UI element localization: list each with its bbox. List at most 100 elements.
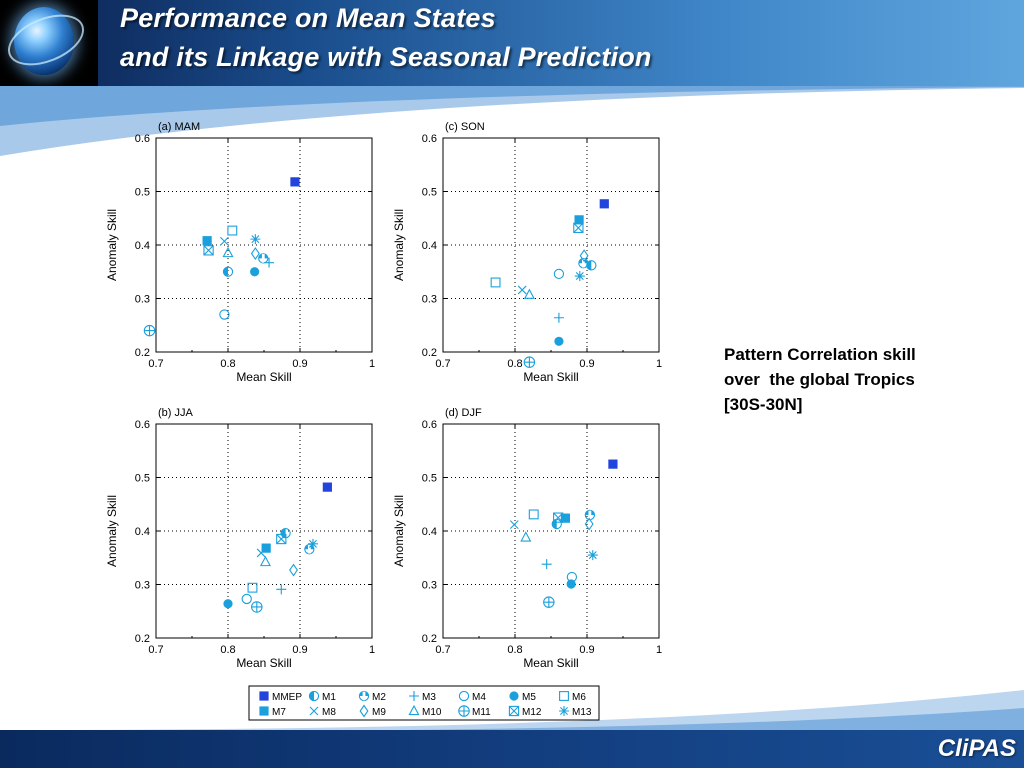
data-point-m11 <box>251 601 263 613</box>
data-point-m3 <box>264 257 275 268</box>
y-tick-label: 0.4 <box>422 240 437 252</box>
legend-label-m6: M6 <box>572 692 586 703</box>
legend-frame <box>248 685 600 721</box>
data-point-m5 <box>223 599 233 609</box>
y-tick-label: 0.6 <box>422 419 437 431</box>
x-tick-label: 0.9 <box>579 644 594 656</box>
legend-marker-m12 <box>508 705 520 717</box>
data-point-m11 <box>143 324 156 337</box>
y-tick-label: 0.5 <box>135 187 150 199</box>
data-point-m13 <box>307 538 318 549</box>
legend-marker-m13 <box>559 706 569 716</box>
panel-mam: 0.7 0.8 0.9 1 0.2 0.3 0.4 0.5 0.6 (a) MAM Mean Ski… <box>105 121 375 384</box>
data-point-m13 <box>574 271 585 282</box>
caption-line2: over the global Tropics <box>724 370 915 389</box>
y-axis-label: Anomaly Skill <box>392 209 406 281</box>
legend-label-m9: M9 <box>372 707 386 718</box>
legend-label-m3: M3 <box>422 692 436 703</box>
y-tick-label: 0.3 <box>422 580 437 592</box>
data-point-m6 <box>528 509 539 520</box>
data-point-m3 <box>541 559 552 570</box>
legend-marker-m6 <box>559 691 569 701</box>
data-point-mmep <box>290 177 300 187</box>
legend-marker-m5 <box>509 691 519 701</box>
caption-line3: [30S-30N] <box>724 395 803 414</box>
data-point-m2 <box>584 509 596 521</box>
data-point-m12 <box>573 222 584 234</box>
legend: MMEP M1 M2 M3 M4 M5 M6 M7 M8 M9 M10 M11 M12 M13 <box>248 685 600 721</box>
slide-title-line1: Performance on Mean States <box>120 3 496 33</box>
data-point-m7 <box>261 543 271 553</box>
x-tick-label: 0.7 <box>148 358 163 370</box>
data-point-m6 <box>490 277 501 288</box>
x-tick-label: 0.8 <box>220 358 235 370</box>
y-tick-label: 0.4 <box>135 526 150 538</box>
slide-footer: CliPAS <box>0 730 1024 768</box>
data-point-m10 <box>523 288 535 299</box>
y-tick-label: 0.5 <box>422 187 437 199</box>
data-point-m3 <box>276 584 287 595</box>
y-tick-label: 0.3 <box>422 294 437 306</box>
data-point-m7 <box>560 513 570 523</box>
y-tick-label: 0.2 <box>422 347 437 359</box>
legend-marker-m7 <box>259 706 269 716</box>
data-point-m2 <box>258 253 269 264</box>
data-point-m4 <box>553 268 565 280</box>
data-point-m8 <box>517 285 527 295</box>
panel-title: (a) MAM <box>158 121 200 133</box>
data-point-m6 <box>227 225 238 236</box>
y-tick-label: 0.5 <box>422 473 437 485</box>
legend-label-m4: M4 <box>472 692 486 703</box>
x-axis-label: Mean Skill <box>523 656 578 670</box>
caption-text: Pattern Correlation skill over the globa… <box>724 342 1004 417</box>
clipas-logo: CliPAS <box>937 735 1016 762</box>
data-point-m13 <box>250 234 261 245</box>
data-point-m1 <box>222 266 234 277</box>
slide-title-line2: and its Linkage with Seasonal Prediction <box>120 42 652 72</box>
legend-marker-m10 <box>408 704 420 716</box>
data-point-m5 <box>250 267 260 277</box>
globe-icon <box>14 7 74 75</box>
data-point-m12 <box>553 512 564 523</box>
panel-title: (c) SON <box>445 121 485 133</box>
data-point-m7 <box>202 236 212 246</box>
y-tick-label: 0.2 <box>135 633 150 645</box>
footer-swoosh <box>0 690 1024 732</box>
legend-marker-m3 <box>409 691 419 701</box>
x-tick-label: 0.7 <box>148 644 163 656</box>
panel-jja: 0.7 0.8 0.9 1 0.2 0.3 0.4 0.5 0.6 (b) JJA Mean Ski… <box>105 407 375 670</box>
data-point-m7 <box>574 215 584 225</box>
data-point-m9 <box>579 249 589 263</box>
x-tick-label: 0.8 <box>507 358 522 370</box>
y-tick-label: 0.6 <box>135 419 150 431</box>
legend-marker-m8 <box>309 706 319 716</box>
data-point-m9 <box>584 517 594 531</box>
data-point-m8 <box>256 548 266 558</box>
legend-label-m8: M8 <box>322 707 336 718</box>
legend-marker-m9 <box>359 704 369 718</box>
x-tick-label: 1 <box>369 358 375 370</box>
legend-label-m10: M10 <box>422 707 442 718</box>
data-point-m13 <box>587 550 598 561</box>
legend-label-m2: M2 <box>372 692 386 703</box>
data-point-m9 <box>289 563 298 577</box>
x-tick-label: 0.8 <box>507 644 522 656</box>
legend-label-m7: M7 <box>272 707 286 718</box>
x-axis-label: Mean Skill <box>523 370 578 384</box>
y-tick-label: 0.6 <box>135 133 150 145</box>
data-point-m3 <box>553 312 564 323</box>
caption-line1: Pattern Correlation skill <box>724 345 916 364</box>
data-point-mmep <box>599 199 609 209</box>
panel-title: (d) DJF <box>445 407 482 419</box>
legend-label-m11: M11 <box>472 707 491 718</box>
legend-label-m13: M13 <box>572 707 592 718</box>
logo-box <box>0 0 98 86</box>
y-tick-label: 0.4 <box>135 240 150 252</box>
data-point-mmep <box>608 459 618 469</box>
y-tick-label: 0.2 <box>135 347 150 359</box>
y-tick-label: 0.5 <box>135 473 150 485</box>
x-tick-label: 1 <box>369 644 375 656</box>
y-tick-label: 0.2 <box>422 633 437 645</box>
data-point-m11 <box>543 596 555 608</box>
x-tick-label: 0.7 <box>435 358 450 370</box>
